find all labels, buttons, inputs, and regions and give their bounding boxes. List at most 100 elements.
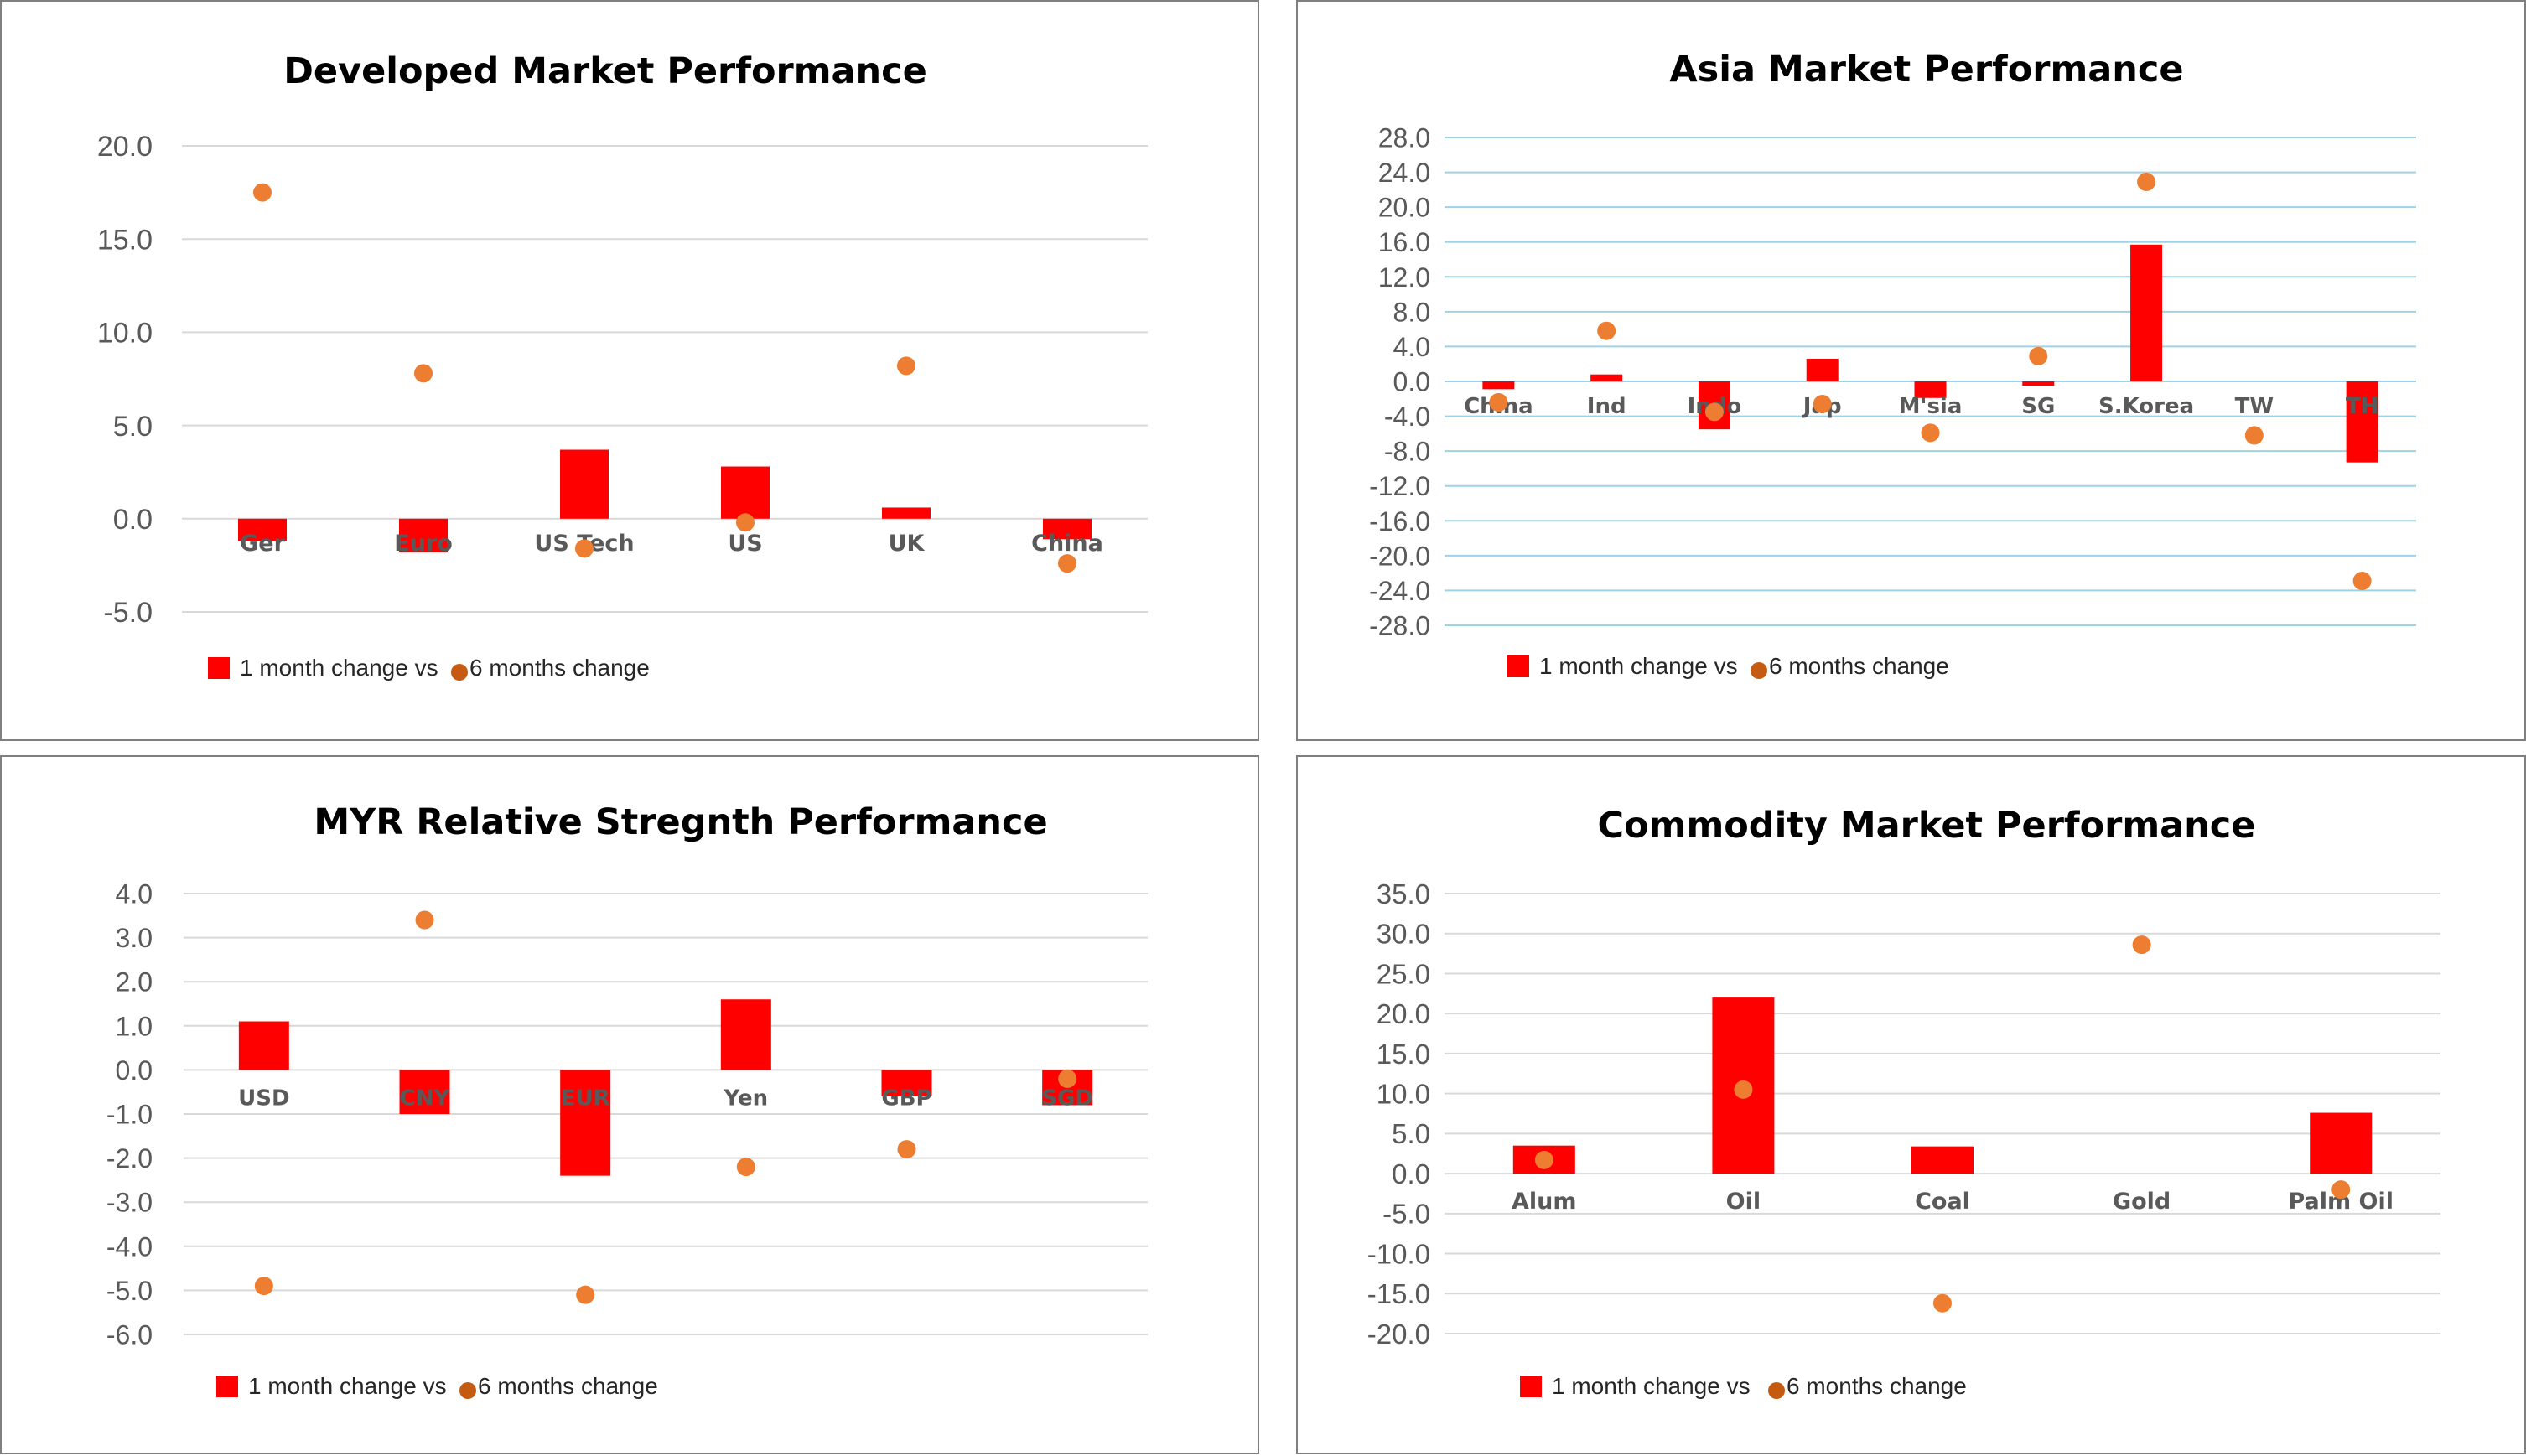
- category-label: GBP: [881, 1086, 931, 1111]
- y-tick-label: -12.0: [1369, 471, 1430, 501]
- y-tick-label: 15.0: [97, 224, 153, 256]
- y-tick-label: 3.0: [116, 923, 153, 953]
- y-tick-label: 20.0: [1378, 193, 1430, 223]
- y-tick-label: 5.0: [113, 411, 153, 443]
- point-6-months: [1921, 423, 1940, 443]
- point-6-months: [253, 183, 272, 202]
- legend-bar-swatch: [216, 1376, 238, 1397]
- y-tick-label: -28.0: [1369, 611, 1430, 641]
- legend-dot-label: 6 months change: [478, 1373, 658, 1399]
- y-tick-label: 4.0: [116, 879, 153, 909]
- point-6-months: [2132, 935, 2151, 955]
- point-6-months: [1597, 321, 1616, 340]
- y-tick-label: 28.0: [1378, 123, 1430, 153]
- bar-1-month: [2130, 244, 2163, 381]
- y-tick-label: -4.0: [1384, 402, 1430, 432]
- y-tick-label: -16.0: [1369, 506, 1430, 536]
- legend-dot-label: 6 months change: [1769, 653, 1949, 679]
- commodity-market-chart-svg: Commodity Market Performance 35.0 30.0 25.0…: [1367, 805, 2440, 1399]
- category-label: Gold: [2113, 1189, 2171, 1215]
- bar-1-month: [560, 449, 609, 519]
- bar-1-month: [721, 466, 770, 519]
- y-tick-label: 12.0: [1378, 262, 1430, 293]
- legend-bar-label: 1 month change vs: [240, 655, 438, 681]
- category-label: SG: [2021, 394, 2055, 419]
- point-6-months: [1534, 1150, 1553, 1169]
- asia-market-chart-svg: Asia Market Performance 28.0 24.0 20.0 16.0 1…: [1369, 49, 2416, 679]
- category-label: CNY: [400, 1086, 451, 1111]
- legend-dot-swatch: [451, 664, 468, 681]
- legend-bar-swatch: [208, 657, 230, 679]
- y-tick-label: 20.0: [97, 131, 153, 163]
- y-tick-label: 16.0: [1378, 227, 1430, 257]
- y-tick-label: -3.0: [106, 1188, 153, 1218]
- category-label: TH: [2346, 394, 2379, 419]
- legend-dot-swatch: [459, 1382, 476, 1399]
- legend-dot-label: 6 months change: [469, 655, 650, 681]
- point-6-months: [415, 910, 434, 930]
- chart-title: Commodity Market Performance: [1598, 805, 2256, 847]
- point-6-months: [897, 1140, 916, 1159]
- chart-title: Asia Market Performance: [1669, 49, 2183, 91]
- y-tick-label: 10.0: [97, 318, 153, 350]
- point-6-months: [1813, 395, 1832, 414]
- category-label: Ger: [240, 531, 285, 557]
- point-6-months: [736, 1158, 755, 1177]
- bar-1-month: [560, 1070, 611, 1176]
- bar-1-month: [1914, 381, 1947, 398]
- bar-1-month: [399, 1070, 450, 1114]
- point-6-months: [1058, 1069, 1077, 1088]
- bar-1-month: [2310, 1112, 2373, 1174]
- y-tick-label: 20.0: [1377, 998, 1430, 1029]
- y-tick-label: 0.0: [1393, 367, 1430, 397]
- bar-1-month: [238, 518, 287, 541]
- chart-title: MYR Relative Stregnth Performance: [314, 801, 1047, 843]
- category-label: M'sia: [1899, 394, 1963, 419]
- y-tick-label: -2.0: [106, 1143, 153, 1174]
- point-6-months: [414, 364, 433, 383]
- category-label: S.Korea: [2098, 394, 2194, 419]
- category-label: Alum: [1512, 1189, 1577, 1215]
- point-6-months: [1489, 392, 1508, 412]
- category-label: Euro: [394, 531, 453, 557]
- point-6-months: [897, 356, 915, 376]
- legend-dot-label: 6 months change: [1787, 1373, 1967, 1399]
- category-label: Yen: [724, 1086, 769, 1111]
- y-tick-label: 15.0: [1377, 1039, 1430, 1070]
- category-label: EUR: [561, 1086, 610, 1111]
- y-tick-label: 10.0: [1377, 1079, 1430, 1110]
- category-label: Ind: [1587, 394, 1626, 419]
- y-tick-label: -5.0: [103, 597, 153, 629]
- commodity-market-chart: Commodity Market Performance 35.0 30.0 25.0…: [1296, 755, 2526, 1454]
- y-tick-label: -5.0: [106, 1276, 153, 1306]
- category-label: UK: [889, 531, 926, 557]
- developed-market-chart-svg: Developed Market Performance 20.0 15.0 10.0…: [97, 50, 1148, 681]
- category-label: SGD: [1041, 1086, 1093, 1111]
- y-tick-label: 24.0: [1378, 158, 1430, 188]
- bar-1-month: [882, 507, 931, 519]
- bar-1-month: [1911, 1146, 1974, 1174]
- y-tick-label: 0.0: [116, 1055, 153, 1086]
- y-tick-label: 0.0: [113, 504, 153, 536]
- legend-bar-label: 1 month change vs: [248, 1373, 447, 1399]
- point-6-months: [2244, 426, 2264, 445]
- y-tick-label: 1.0: [116, 1011, 153, 1041]
- bar-1-month: [2346, 381, 2378, 463]
- category-label: USD: [238, 1086, 289, 1111]
- y-tick-label: 35.0: [1377, 878, 1430, 909]
- chart-title: Developed Market Performance: [283, 50, 927, 92]
- legend-dot-swatch: [1768, 1382, 1785, 1399]
- bar-1-month: [2022, 381, 2055, 386]
- legend-bar-label: 1 month change vs: [1539, 653, 1738, 679]
- y-tick-label: -10.0: [1367, 1238, 1430, 1269]
- y-tick-label: 30.0: [1377, 919, 1430, 950]
- y-tick-label: -1.0: [106, 1100, 153, 1130]
- category-label: China: [1031, 531, 1103, 557]
- y-tick-label: -6.0: [106, 1320, 153, 1350]
- developed-market-chart: Developed Market Performance 20.0 15.0 10.0…: [0, 0, 1259, 741]
- y-tick-label: 0.0: [1392, 1158, 1430, 1189]
- category-label: Coal: [1915, 1189, 1970, 1215]
- y-tick-label: 5.0: [1392, 1118, 1430, 1149]
- legend-bar-swatch: [1507, 655, 1529, 677]
- category-label: US: [728, 531, 762, 557]
